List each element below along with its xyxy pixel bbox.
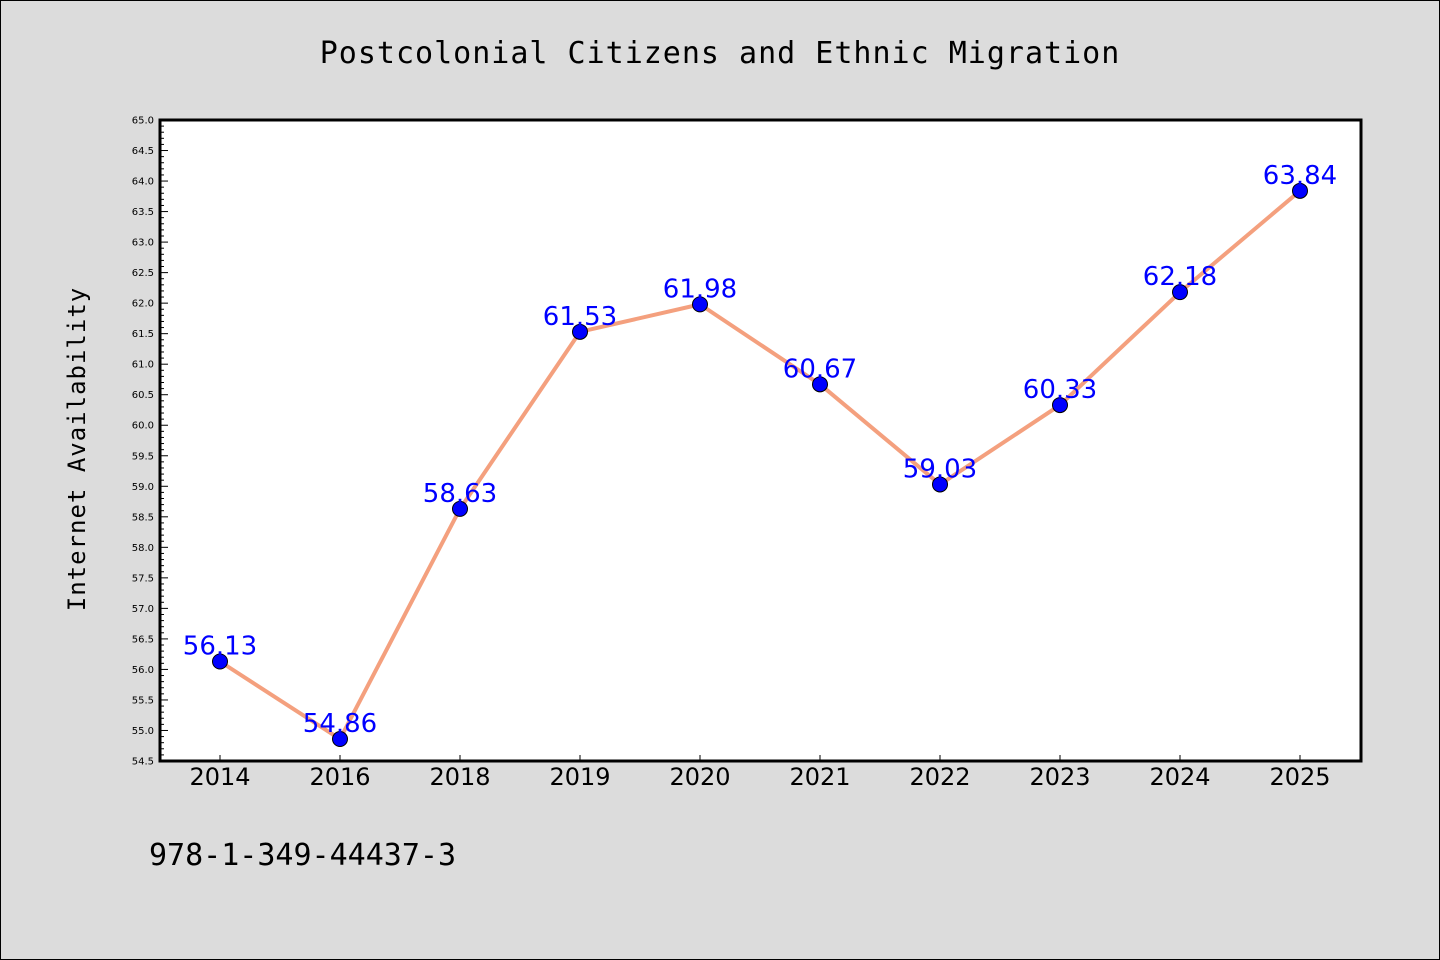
y-tick-label: 54.5: [132, 757, 154, 768]
x-tick-label: 2018: [429, 763, 490, 791]
y-tick-label: 59.0: [132, 482, 154, 493]
data-label: 58.63: [423, 479, 497, 509]
series-markers: [212, 182, 1308, 748]
data-point: [572, 323, 588, 340]
y-tick-label: 58.5: [132, 512, 154, 523]
data-label: 60.33: [1023, 375, 1097, 405]
y-tick-label: 59.5: [132, 451, 154, 462]
y-axis-ticks: 54.5 55.0 55.5 56.0 56.5 57.0 57.5 58.0 58.5 59.0…: [132, 116, 168, 768]
data-point: [332, 731, 348, 748]
y-tick-label: 62.5: [132, 268, 154, 279]
data-point: [1052, 397, 1068, 414]
x-tick-label: 2023: [1029, 763, 1090, 791]
y-tick-label: 58.0: [132, 543, 154, 554]
y-tick-label: 60.5: [132, 390, 154, 401]
data-point: [692, 296, 708, 313]
chart-title: Postcolonial Citizens and Ethnic Migrati…: [320, 36, 1121, 71]
y-tick-label: 61.5: [132, 329, 154, 340]
y-tick-label: 56.0: [132, 665, 154, 676]
series-lines: [218, 188, 1302, 742]
y-tick-label: 65.0: [132, 116, 154, 127]
y-tick-label: 56.5: [132, 634, 154, 645]
x-tick-label: 2016: [309, 763, 370, 791]
y-tick-label: 63.0: [132, 238, 154, 249]
data-point: [932, 476, 948, 493]
x-axis-ticks: 2014 2016 2018 2019 2020 2021 2022 2023 2024 2025: [189, 755, 1331, 791]
y-tick-label: 57.5: [132, 573, 154, 584]
data-label: 61.98: [663, 274, 737, 304]
data-labels: 56.13 54.86 58.63 61.53 61.98 60.67 59.03 60.33…: [183, 161, 1337, 739]
footer-isbn: 978-1-349-44437-3: [149, 838, 456, 873]
data-label: 54.86: [303, 709, 377, 739]
y-tick-label: 55.0: [132, 726, 154, 737]
x-tick-label: 2024: [1149, 763, 1210, 791]
y-tick-label: 63.5: [132, 207, 154, 218]
plot-area: [158, 118, 1363, 763]
y-tick-label: 55.5: [132, 695, 154, 706]
y-tick-label: 61.0: [132, 360, 154, 371]
data-label: 63.84: [1263, 161, 1337, 191]
data-label: 62.18: [1143, 262, 1217, 292]
data-point: [212, 653, 228, 670]
y-tick-label: 60.0: [132, 421, 154, 432]
data-label: 61.53: [543, 302, 617, 332]
y-tick-label: 64.0: [132, 177, 154, 188]
x-tick-label: 2019: [549, 763, 610, 791]
series-line: [218, 188, 1302, 742]
y-tick-label: 64.5: [132, 146, 154, 157]
data-point: [452, 500, 468, 517]
data-point: [1292, 182, 1308, 199]
data-label: 60.67: [783, 354, 857, 384]
data-point: [812, 376, 828, 393]
y-tick-label: 62.0: [132, 299, 154, 310]
x-tick-label: 2014: [189, 763, 250, 791]
x-tick-label: 2025: [1269, 763, 1330, 791]
y-axis-label: Internet Availability: [63, 287, 91, 611]
x-tick-label: 2022: [909, 763, 970, 791]
x-tick-label: 2020: [669, 763, 730, 791]
data-point: [1172, 284, 1188, 301]
data-label: 59.03: [903, 454, 977, 484]
x-tick-label: 2021: [789, 763, 850, 791]
data-label: 56.13: [183, 631, 257, 661]
y-tick-label: 57.0: [132, 604, 154, 615]
